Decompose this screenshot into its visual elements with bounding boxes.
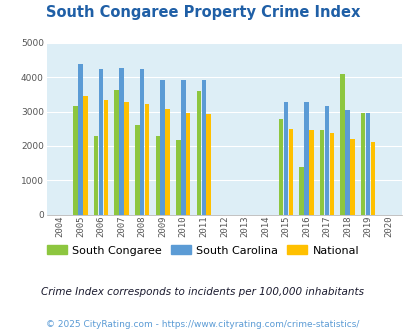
Bar [94,136,98,214]
Bar [370,142,374,214]
Bar [73,106,78,214]
Bar [83,96,87,214]
Bar [319,130,324,214]
Bar [98,69,103,214]
Bar [185,113,190,214]
Bar [308,130,313,214]
Bar [181,80,185,214]
Bar [176,140,180,214]
Text: © 2025 CityRating.com - https://www.cityrating.com/crime-statistics/: © 2025 CityRating.com - https://www.city… [46,320,359,329]
Legend: South Congaree, South Carolina, National: South Congaree, South Carolina, National [42,241,363,260]
Bar [114,90,119,214]
Bar [124,102,128,214]
Bar [339,75,344,214]
Bar [119,68,124,214]
Bar [360,113,364,214]
Bar [78,64,83,214]
Bar [365,113,369,214]
Bar [206,114,211,214]
Bar [160,80,164,214]
Bar [303,102,308,214]
Bar [350,139,354,214]
Bar [288,129,292,214]
Bar [324,106,328,214]
Bar [298,167,303,214]
Bar [283,102,288,214]
Bar [344,110,349,214]
Bar [145,104,149,214]
Bar [201,80,205,214]
Bar [196,91,200,214]
Bar [155,136,160,214]
Text: Crime Index corresponds to incidents per 100,000 inhabitants: Crime Index corresponds to incidents per… [41,287,364,297]
Text: South Congaree Property Crime Index: South Congaree Property Crime Index [46,5,359,20]
Bar [165,110,169,214]
Bar [134,125,139,214]
Bar [140,69,144,214]
Bar [104,100,108,214]
Bar [278,119,283,214]
Bar [329,133,333,214]
